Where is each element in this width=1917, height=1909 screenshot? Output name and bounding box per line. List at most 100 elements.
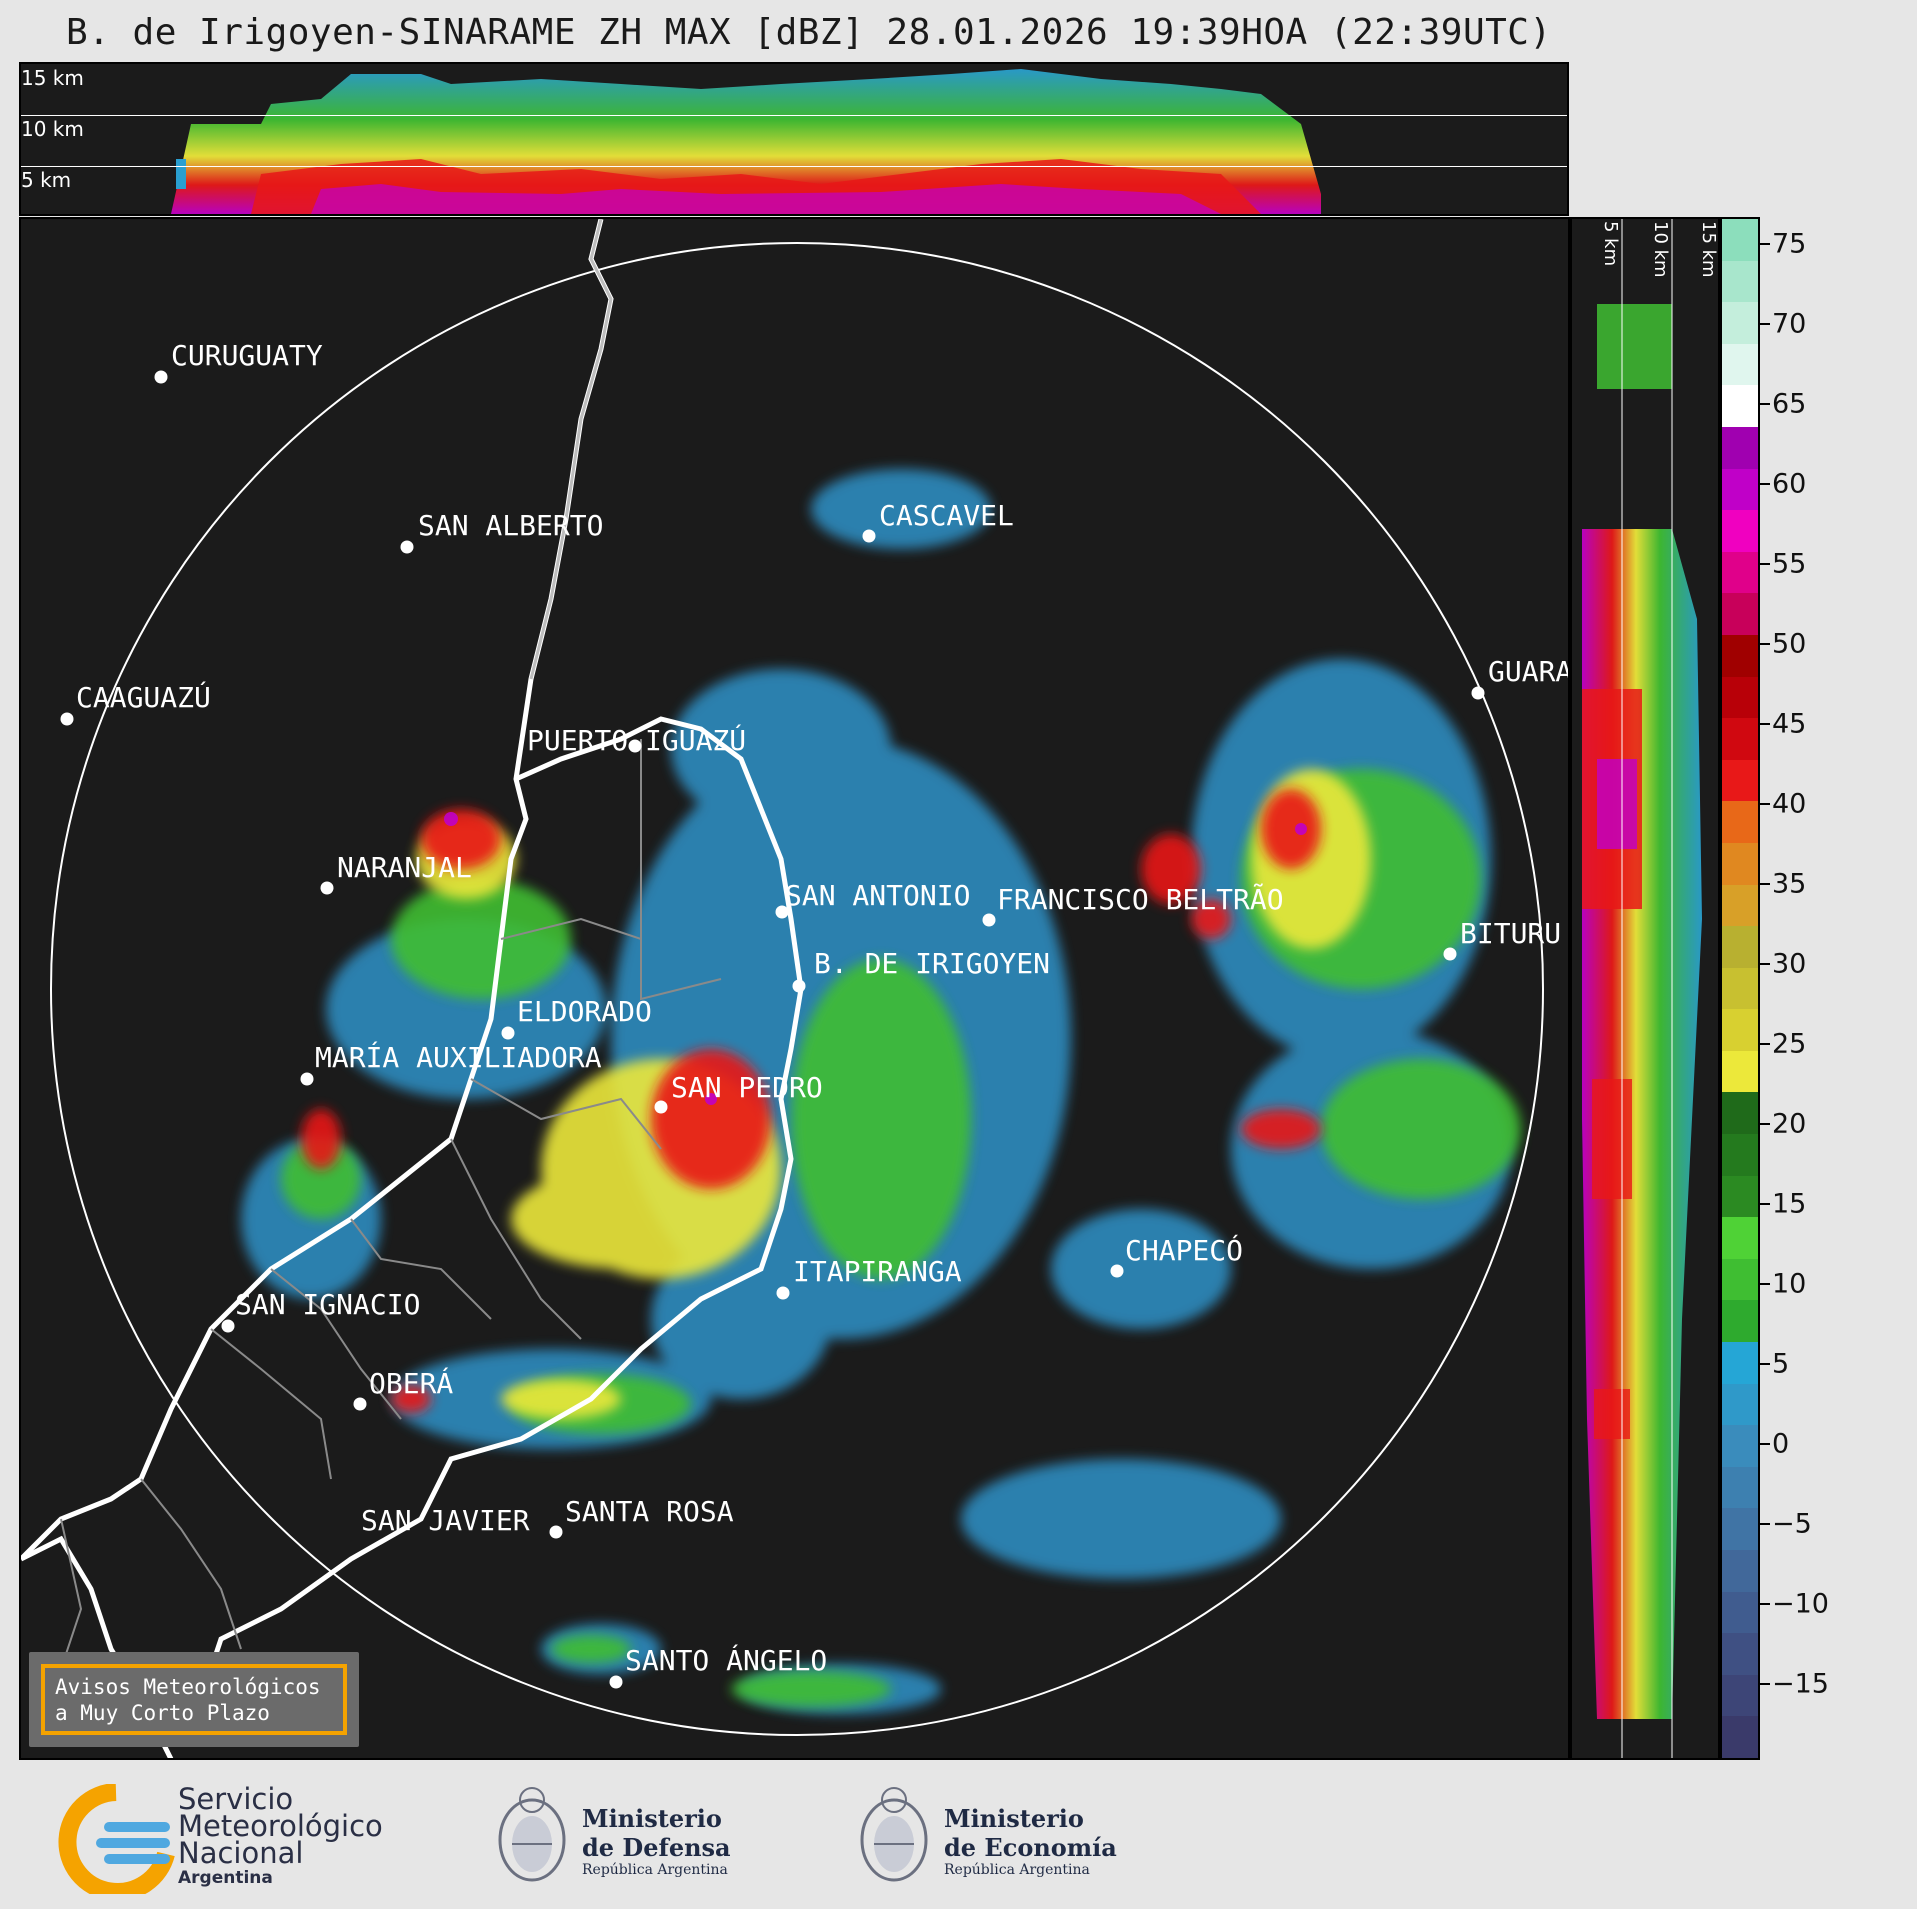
colorbar-tick bbox=[1760, 323, 1770, 325]
colorbar-tick-label: 25 bbox=[1772, 1028, 1807, 1060]
colorbar-band bbox=[1722, 676, 1758, 720]
city-dot bbox=[628, 739, 642, 753]
city-dot bbox=[353, 1397, 367, 1411]
city-label: SAN PEDRO bbox=[671, 1071, 823, 1104]
colorbar-band bbox=[1722, 759, 1758, 803]
city-label: CASCAVEL bbox=[879, 499, 1014, 532]
colorbar-band bbox=[1722, 219, 1758, 262]
top-strip-label-5km: 5 km bbox=[21, 168, 72, 192]
colorbar-tick bbox=[1760, 483, 1770, 485]
colorbar-tick-label: 0 bbox=[1772, 1428, 1790, 1460]
colorbar-band bbox=[1722, 1092, 1758, 1136]
smn-line-1: Servicio bbox=[178, 1782, 294, 1816]
colorbar-band bbox=[1722, 1258, 1758, 1302]
colorbar-tick-label: 10 bbox=[1772, 1268, 1807, 1300]
colorbar-tick bbox=[1760, 1363, 1770, 1365]
colorbar-tick-label: −5 bbox=[1772, 1508, 1812, 1540]
colorbar-tick-label: 40 bbox=[1772, 788, 1807, 820]
colorbar-tick-label: 30 bbox=[1772, 948, 1807, 980]
city-label: FRANCISCO BELTRÃO bbox=[997, 883, 1284, 916]
colorbar-tick-label: 55 bbox=[1772, 548, 1807, 580]
colorbar-tick-label: 15 bbox=[1772, 1188, 1807, 1220]
colorbar-band bbox=[1722, 593, 1758, 636]
right-strip-label-15km: 15 km bbox=[1698, 221, 1719, 278]
colorbar-band bbox=[1722, 1175, 1758, 1219]
economia-line-1: Ministerio bbox=[944, 1804, 1084, 1833]
top-strip-label-15km: 15 km bbox=[21, 66, 84, 90]
city-label: SAN ALBERTO bbox=[418, 509, 604, 542]
city-dot bbox=[320, 881, 334, 895]
colorbar-tick bbox=[1760, 1203, 1770, 1205]
colorbar-band bbox=[1722, 1674, 1758, 1718]
colorbar-band bbox=[1722, 718, 1758, 761]
colorbar-band bbox=[1722, 926, 1758, 969]
city-label: SAN JAVIER bbox=[361, 1504, 530, 1537]
defensa-logo-text: Ministerio de Defensa República Argentin… bbox=[582, 1804, 731, 1878]
city-label: NARANJAL bbox=[337, 851, 472, 884]
colorbar-tick bbox=[1760, 723, 1770, 725]
dbz-colorbar bbox=[1720, 217, 1760, 1760]
footer: Servicio Meteorológico Nacional Argentin… bbox=[0, 1760, 1917, 1909]
avisos-line-1: Avisos Meteorológicos bbox=[55, 1675, 321, 1699]
colorbar-tick-label: 5 bbox=[1772, 1348, 1790, 1380]
colorbar-tick bbox=[1760, 883, 1770, 885]
right-strip-label-5km: 5 km bbox=[1600, 221, 1621, 267]
colorbar-band bbox=[1722, 1217, 1758, 1260]
smn-logo-text: Servicio Meteorológico Nacional Argentin… bbox=[178, 1782, 383, 1889]
city-label: PUERTO IGUAZÚ bbox=[527, 724, 747, 757]
colorbar-band bbox=[1722, 801, 1758, 844]
colorbar-tick bbox=[1760, 1043, 1770, 1045]
colorbar-tick-label: 60 bbox=[1772, 468, 1807, 500]
right-echo-profile bbox=[1582, 219, 1702, 1758]
city-dot bbox=[221, 1319, 235, 1333]
city-label: GUARA bbox=[1488, 655, 1570, 688]
colorbar-band bbox=[1722, 385, 1758, 428]
smn-line-2: Meteorológico bbox=[178, 1809, 383, 1843]
city-dot bbox=[776, 1286, 790, 1300]
colorbar-tick bbox=[1760, 403, 1770, 405]
city-label: SANTO ÁNGELO bbox=[625, 1644, 828, 1677]
colorbar-band bbox=[1722, 1508, 1758, 1552]
avisos-box: Avisos Meteorológicos a Muy Corto Plazo bbox=[29, 1652, 359, 1747]
chart-title: B. de Irigoyen-SINARAME ZH MAX [dBZ] 28.… bbox=[66, 12, 1552, 53]
city-dot bbox=[982, 913, 996, 927]
top-echo-profile bbox=[171, 69, 1321, 214]
city-label: SAN ANTONIO bbox=[785, 879, 971, 912]
city-label: MARÍA AUXILIADORA bbox=[315, 1041, 602, 1074]
colorbar-tick-label: −10 bbox=[1772, 1588, 1829, 1620]
colorbar-band bbox=[1722, 1466, 1758, 1510]
colorbar-band bbox=[1722, 1050, 1758, 1094]
avisos-frame: Avisos Meteorológicos a Muy Corto Plazo bbox=[41, 1664, 347, 1735]
city-label: BITURU bbox=[1460, 917, 1562, 950]
colorbar-band bbox=[1722, 842, 1758, 886]
right-strip-label-10km: 10 km bbox=[1650, 221, 1671, 278]
colorbar-tick bbox=[1760, 563, 1770, 565]
economia-line-2: de Economía bbox=[944, 1833, 1117, 1862]
smn-line-4: Argentina bbox=[178, 1868, 273, 1888]
colorbar-tick bbox=[1760, 643, 1770, 645]
city-label: ELDORADO bbox=[517, 995, 652, 1028]
colorbar-tick bbox=[1760, 803, 1770, 805]
smn-logo-icon bbox=[58, 1784, 175, 1894]
colorbar-band bbox=[1722, 1134, 1758, 1177]
colorbar-band bbox=[1722, 551, 1758, 595]
colorbar-tick bbox=[1760, 1443, 1770, 1445]
colorbar-tick-label: 45 bbox=[1772, 708, 1807, 740]
colorbar-tick-label: 75 bbox=[1772, 228, 1807, 260]
colorbar-tick-label: 35 bbox=[1772, 868, 1807, 900]
colorbar-band bbox=[1722, 1383, 1758, 1427]
colorbar-band bbox=[1722, 1591, 1758, 1635]
colorbar-tick bbox=[1760, 1683, 1770, 1685]
city-dot bbox=[775, 905, 789, 919]
colorbar-band bbox=[1722, 884, 1758, 928]
colorbar-band bbox=[1722, 634, 1758, 678]
city-label: SANTA ROSA bbox=[565, 1495, 734, 1528]
colorbar-band bbox=[1722, 260, 1758, 304]
colorbar-tick bbox=[1760, 1283, 1770, 1285]
city-label: CHAPECÓ bbox=[1125, 1234, 1244, 1267]
radar-site-dot bbox=[792, 979, 806, 993]
avisos-line-2: a Muy Corto Plazo bbox=[55, 1701, 270, 1725]
economia-line-3: República Argentina bbox=[944, 1862, 1090, 1878]
city-dot bbox=[300, 1072, 314, 1086]
city-dot bbox=[60, 712, 74, 726]
